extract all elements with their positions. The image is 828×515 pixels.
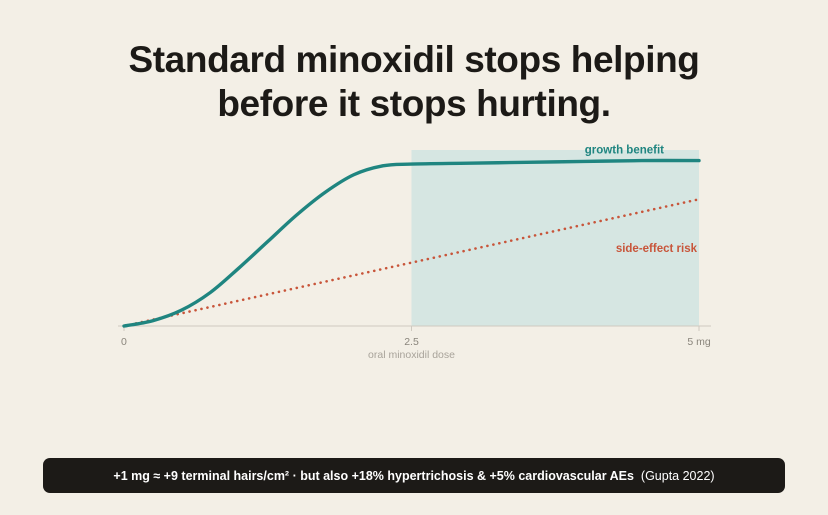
chart-title: Standard minoxidil stops helping before … — [0, 38, 828, 126]
footer-citation: (Gupta 2022) — [640, 468, 715, 483]
x-tick-label: 2.5 — [404, 336, 419, 348]
x-axis-label: oral minoxidil dose — [368, 349, 455, 361]
x-tick-label: 0 — [121, 336, 127, 348]
chart-title-line-1: Standard minoxidil stops helping — [128, 39, 700, 80]
footer-note-bar: +1 mg ≈ +9 terminal hairs/cm² · but also… — [43, 458, 785, 493]
highlight-region — [411, 150, 699, 326]
chart-title-line-2: before it stops hurting. — [217, 83, 611, 124]
growth-benefit-label: growth benefit — [585, 145, 664, 157]
side-effect-risk-line — [122, 197, 701, 328]
footer-note-text: +1 mg ≈ +9 terminal hairs/cm² · but also… — [113, 468, 634, 483]
x-tick-label: 5 mg — [687, 336, 711, 348]
side-effect-risk-label: side-effect risk — [616, 243, 698, 255]
growth-benefit-line — [122, 158, 701, 328]
